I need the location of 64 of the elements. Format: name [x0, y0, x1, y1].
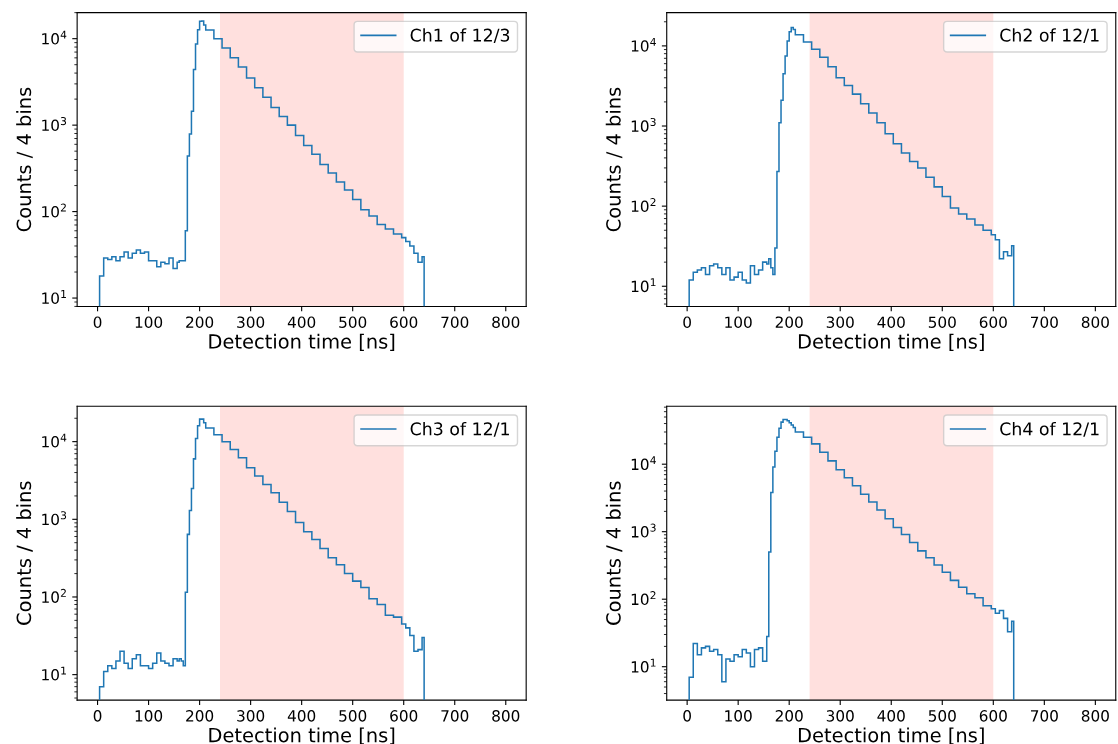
- x-tick-label: 300: [237, 316, 265, 328]
- x-tick-label: 0: [93, 710, 102, 722]
- y-axis-title: Counts / 4 bins: [16, 481, 33, 625]
- x-tick-label: 700: [1031, 710, 1058, 722]
- legend-label: Ch3 of 12/1: [410, 421, 509, 437]
- x-tick-label: 300: [826, 316, 854, 328]
- y-tick-label: 10$^{3}$: [42, 511, 67, 526]
- x-tick-label: 200: [186, 316, 214, 328]
- y-tick-label: 10$^{4}$: [631, 456, 656, 471]
- y-tick-label: 10$^{4}$: [42, 30, 67, 45]
- x-tick-label: 300: [237, 710, 265, 722]
- x-tick-label: 0: [93, 316, 102, 328]
- x-axis-title: Detection time [ns]: [209, 727, 395, 744]
- y-axis-title: Counts / 4 bins: [605, 87, 623, 232]
- x-tick-label: 800: [492, 316, 520, 328]
- x-tick-label: 700: [441, 316, 469, 328]
- x-tick-label: 100: [135, 316, 163, 328]
- x-tick-label: 500: [928, 710, 956, 722]
- x-tick-label: 600: [390, 710, 418, 722]
- x-tick-label: 700: [441, 710, 469, 722]
- y-tick-label: 10$^{1}$: [631, 278, 656, 293]
- y-tick-label: 10$^{2}$: [631, 198, 656, 213]
- x-tick-label: 0: [683, 316, 691, 328]
- x-tick-label: 200: [775, 710, 803, 722]
- x-tick-label: 200: [775, 316, 803, 328]
- x-tick-label: 400: [287, 316, 316, 328]
- y-tick-label: 10$^{3}$: [631, 523, 656, 538]
- y-tick-label: 10$^{4}$: [42, 433, 67, 448]
- x-tick-label: 100: [135, 710, 163, 722]
- x-tick-label: 500: [928, 316, 956, 328]
- x-tick-label: 400: [287, 710, 316, 722]
- y-axis-title: Counts / 4 bins: [605, 481, 623, 625]
- y-tick-label: 10$^{2}$: [42, 203, 66, 218]
- x-tick-label: 500: [339, 710, 367, 722]
- y-tick-label: 10$^{1}$: [631, 658, 656, 673]
- x-tick-label: 100: [725, 710, 752, 722]
- y-tick-label: 10$^{3}$: [631, 117, 656, 132]
- legend-label: Ch2 of 12/1: [1000, 28, 1099, 44]
- x-tick-label: 600: [979, 710, 1007, 722]
- x-axis-title: Detection time [ns]: [209, 333, 395, 352]
- x-tick-label: 200: [186, 710, 214, 722]
- x-tick-label: 100: [725, 316, 752, 328]
- x-tick-label: 800: [492, 710, 520, 722]
- x-tick-label: 700: [1031, 316, 1058, 328]
- x-tick-label: 800: [1081, 710, 1109, 722]
- y-tick-label: 10$^{3}$: [42, 117, 67, 132]
- y-tick-label: 10$^{1}$: [42, 290, 66, 304]
- legend-label: Ch4 of 12/1: [1000, 421, 1099, 437]
- y-tick-label: 10$^{1}$: [42, 666, 66, 681]
- x-axis-title: Detection time [ns]: [798, 333, 984, 352]
- y-tick-label: 10$^{2}$: [42, 588, 66, 603]
- x-tick-label: 600: [390, 316, 418, 328]
- x-tick-label: 0: [683, 710, 691, 722]
- x-tick-label: 500: [339, 316, 367, 328]
- x-axis-title: Detection time [ns]: [798, 727, 984, 744]
- legend-label: Ch1 of 12/3: [410, 28, 510, 44]
- y-axis-title: Counts / 4 bins: [16, 87, 33, 232]
- x-tick-label: 400: [877, 710, 905, 722]
- x-tick-label: 400: [877, 316, 905, 328]
- x-tick-label: 300: [826, 710, 854, 722]
- x-tick-label: 800: [1081, 316, 1109, 328]
- y-tick-label: 10$^{2}$: [631, 591, 656, 606]
- x-tick-label: 600: [979, 316, 1007, 328]
- y-tick-label: 10$^{4}$: [631, 37, 656, 52]
